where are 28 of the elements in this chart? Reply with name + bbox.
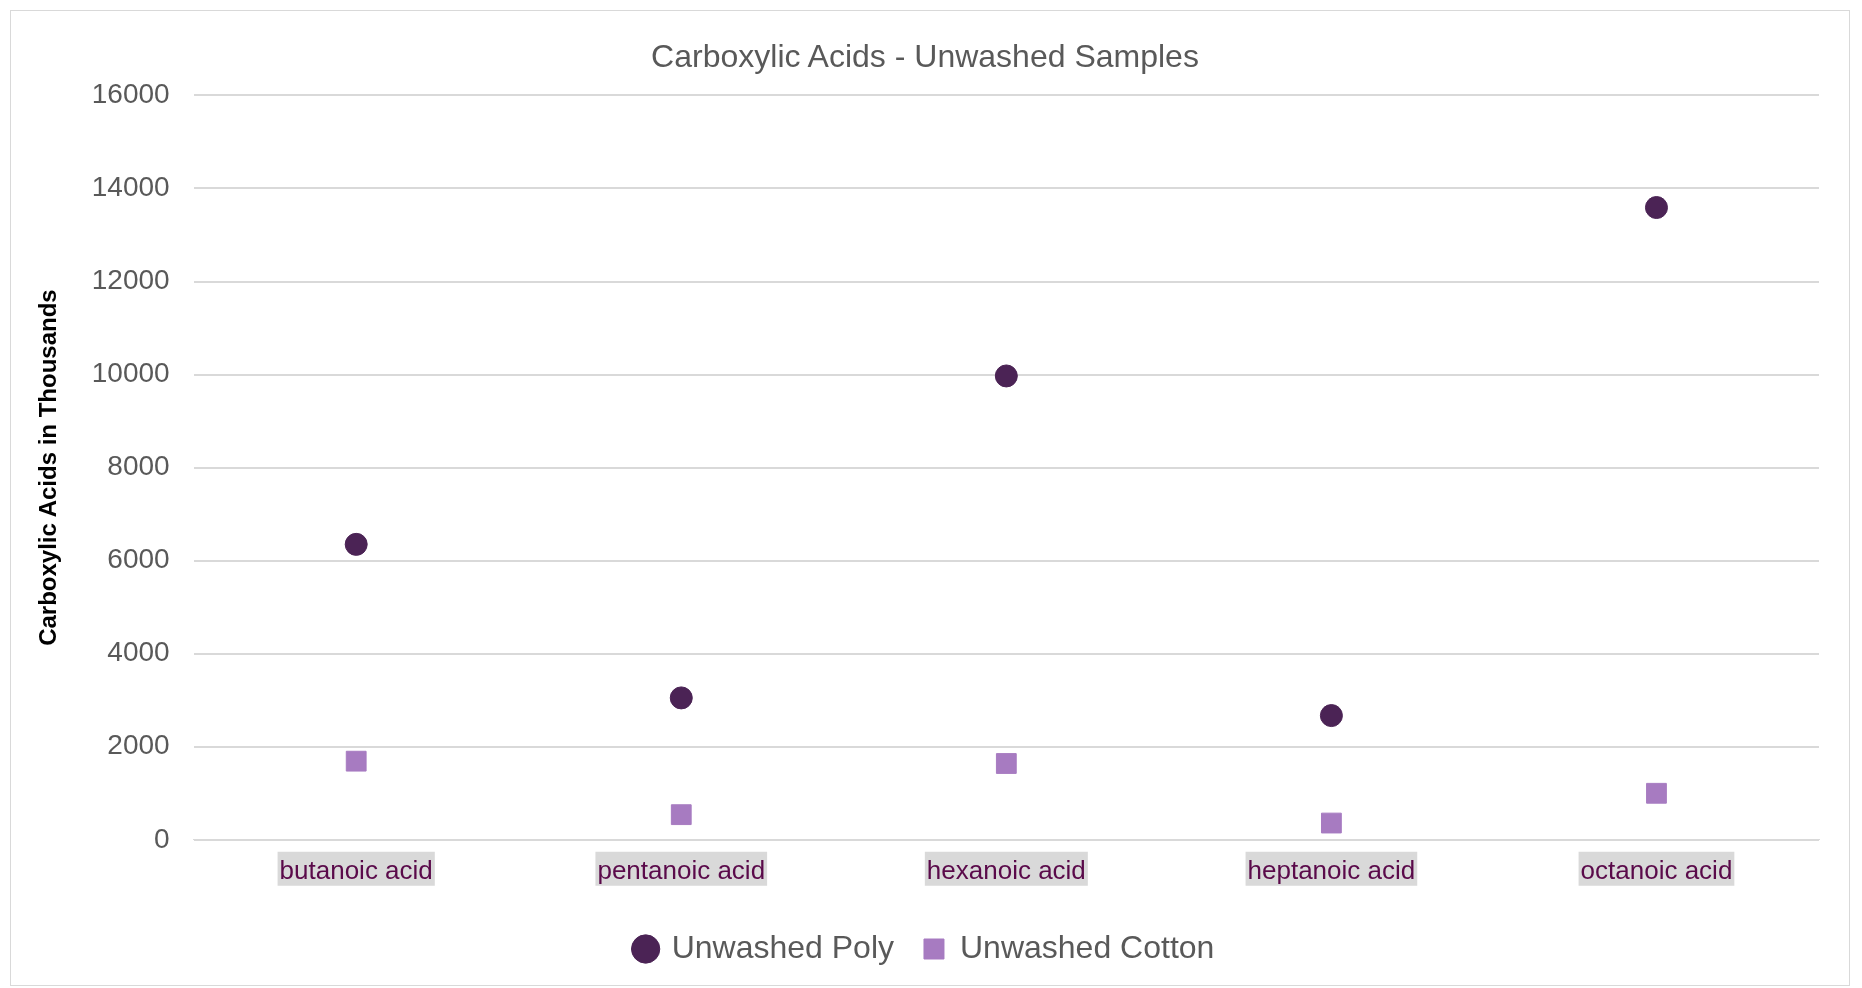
y-tick-label: 6000 xyxy=(107,543,170,575)
point xyxy=(670,804,692,826)
x-tick-label: heptanoic acid xyxy=(1247,854,1416,885)
point xyxy=(345,750,367,772)
y-tick-label: 14000 xyxy=(91,171,170,203)
x-tick-label: hexanoic acid xyxy=(926,854,1086,885)
y-tick-label: 4000 xyxy=(107,636,170,668)
y-tick-label: 2000 xyxy=(107,729,170,761)
y-tick-label: 12000 xyxy=(91,264,170,296)
y-tick-label: 10000 xyxy=(91,357,170,389)
point xyxy=(1321,812,1342,834)
point xyxy=(669,686,693,710)
point xyxy=(1644,196,1668,220)
legend-label: Unwashed Cotton xyxy=(959,928,1215,965)
y-axis-title: Carboxylic Acids in Thousands xyxy=(34,289,62,646)
legend-label: Unwashed Poly xyxy=(671,928,894,965)
y-tick-label: 8000 xyxy=(107,450,170,482)
point xyxy=(994,364,1018,388)
chart-title: Carboxylic Acids - Unwashed Samples xyxy=(651,38,1199,75)
point xyxy=(1319,704,1343,728)
point xyxy=(995,753,1017,774)
point xyxy=(344,532,368,556)
x-tick-label: octanoic acid xyxy=(1580,854,1733,885)
x-tick-label: butanoic acid xyxy=(279,854,433,885)
y-tick-label: 16000 xyxy=(91,78,170,110)
y-tick-label: 0 xyxy=(154,822,170,854)
point xyxy=(1646,782,1667,804)
x-tick-label: pentanoic acid xyxy=(597,854,766,885)
